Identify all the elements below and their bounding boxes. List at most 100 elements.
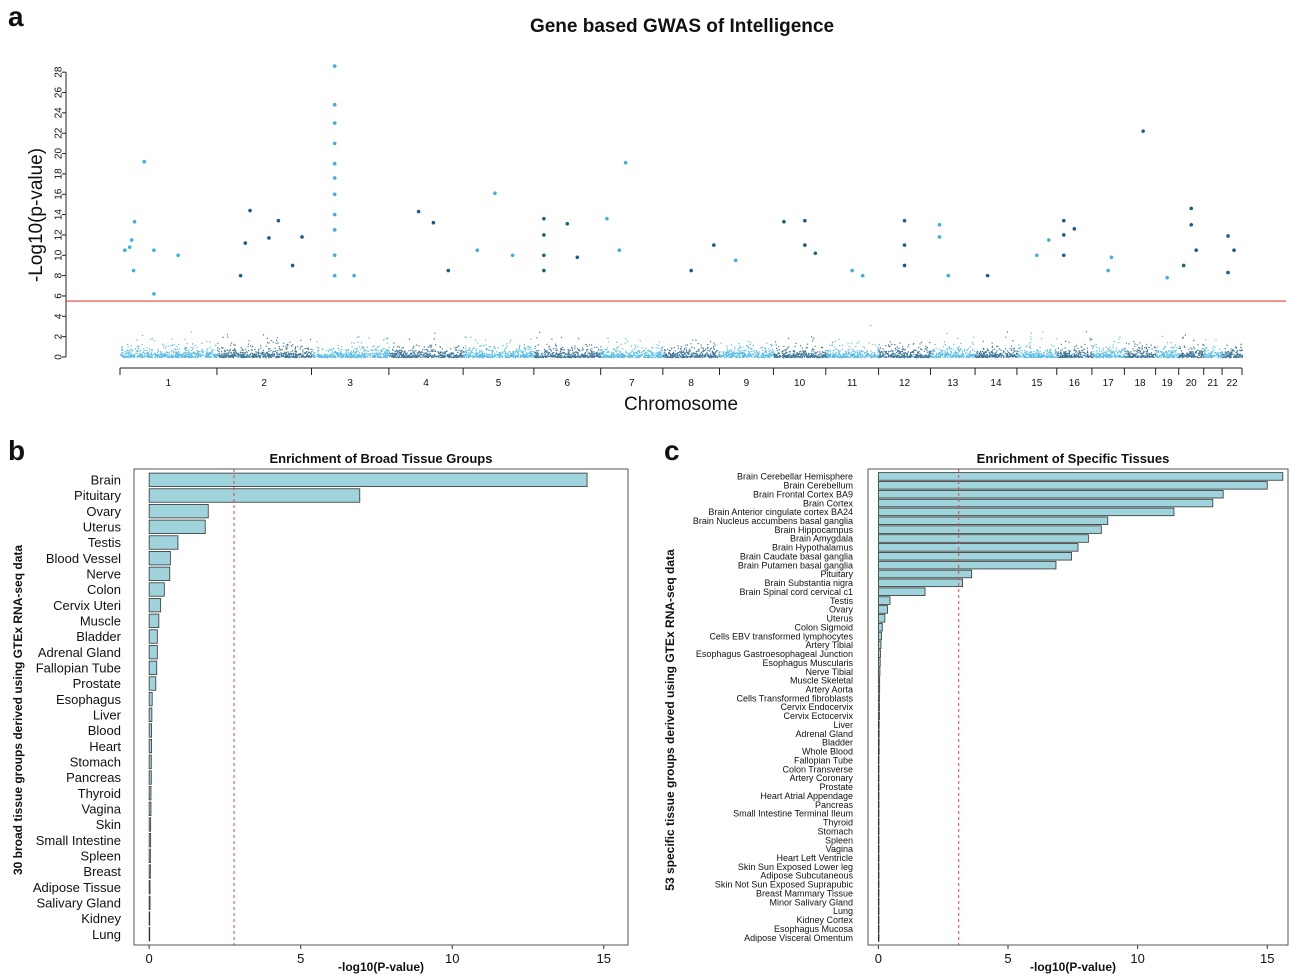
chromosome-label: 4 bbox=[423, 378, 429, 389]
tissue-bar bbox=[877, 747, 880, 756]
chromosome-label: 16 bbox=[1069, 378, 1081, 389]
tissue-label: Fallopian Tube bbox=[36, 661, 121, 676]
tissue-label: Artery Coronary bbox=[789, 773, 853, 783]
background-point-cluster bbox=[1057, 331, 1094, 359]
background-point-cluster bbox=[1222, 343, 1244, 359]
y-tick-label: 22 bbox=[54, 127, 65, 139]
tissue-label: Adipose Tissue bbox=[33, 880, 121, 895]
tissue-bar bbox=[148, 504, 209, 519]
tissue-label: Stomach bbox=[817, 826, 853, 836]
tissue-label: Liver bbox=[833, 720, 853, 730]
tissue-bar bbox=[877, 614, 886, 623]
tissue-label: Prostate bbox=[819, 782, 853, 792]
significant-point bbox=[1046, 238, 1051, 242]
tissue-label: Blood bbox=[88, 723, 121, 738]
significant-point bbox=[623, 160, 628, 165]
broad-tissue-x-axis-label: -log10(P-value) bbox=[338, 960, 424, 974]
tissue-label: Heart bbox=[89, 739, 121, 754]
background-point-cluster bbox=[389, 332, 465, 359]
tissue-bar bbox=[877, 720, 880, 729]
significant-point bbox=[431, 220, 436, 225]
background-point-cluster bbox=[312, 336, 391, 359]
background-point-cluster bbox=[1092, 336, 1126, 359]
background-point-cluster bbox=[662, 339, 721, 359]
significant-point bbox=[1165, 275, 1169, 280]
tissue-label: Thyroid bbox=[823, 818, 853, 828]
tissue-bar bbox=[877, 693, 880, 703]
chromosome-label: 17 bbox=[1103, 378, 1115, 389]
tissue-bar bbox=[877, 791, 880, 800]
tissue-bar bbox=[877, 578, 964, 588]
tissue-bar bbox=[148, 676, 157, 691]
significant-point bbox=[813, 251, 818, 256]
significant-point bbox=[1189, 206, 1193, 211]
chromosome-label: 10 bbox=[794, 378, 806, 389]
background-point-cluster bbox=[773, 336, 827, 359]
tissue-label: Colon bbox=[87, 582, 121, 597]
tissue-bar bbox=[148, 535, 179, 550]
significant-point bbox=[937, 235, 942, 239]
tissue-bar bbox=[148, 911, 151, 926]
tissue-label: Esophagus Gastroesophageal Junction bbox=[696, 649, 853, 659]
tissue-bar bbox=[877, 560, 1057, 570]
tissue-label: Testis bbox=[830, 596, 854, 606]
significant-point bbox=[542, 216, 546, 221]
significant-point bbox=[176, 253, 180, 258]
significant-point bbox=[617, 248, 622, 252]
significant-point bbox=[267, 236, 271, 240]
chromosome-label: 14 bbox=[990, 378, 1002, 389]
background-point-cluster bbox=[120, 331, 218, 359]
tissue-bar bbox=[148, 770, 152, 785]
significant-point bbox=[1226, 270, 1230, 275]
broad-tissue-frame bbox=[133, 468, 629, 946]
significant-point bbox=[332, 228, 337, 232]
significant-point bbox=[243, 241, 248, 245]
chromosome-label: 8 bbox=[688, 378, 694, 389]
tissue-label: Stomach bbox=[70, 755, 121, 770]
tissue-bar bbox=[148, 848, 151, 863]
tissue-bar bbox=[148, 739, 152, 754]
manhattan-plot: Gene based GWAS of Intelligence -Log10(p… bbox=[26, 16, 1286, 415]
chromosome-label: 1 bbox=[166, 378, 172, 389]
tissue-bar bbox=[148, 801, 152, 816]
significant-point bbox=[300, 235, 304, 239]
background-point-cluster bbox=[534, 331, 602, 359]
specific-tissue-frame bbox=[867, 468, 1289, 946]
y-tick-label: 2 bbox=[54, 333, 65, 339]
tissue-label: Whole Blood bbox=[802, 747, 853, 757]
y-tick-label: 4 bbox=[54, 313, 65, 319]
broad-tissue-title: Enrichment of Broad Tissue Groups bbox=[270, 451, 493, 466]
tissue-label: Adipose Subcutaneous bbox=[760, 871, 853, 881]
tissue-bar bbox=[877, 676, 881, 685]
tissue-bar bbox=[877, 667, 881, 676]
y-tick-label: 26 bbox=[54, 87, 65, 99]
tissue-bar bbox=[877, 605, 888, 614]
significant-point bbox=[1061, 233, 1066, 237]
tissue-bar bbox=[877, 880, 880, 889]
significant-point bbox=[123, 248, 127, 252]
y-tick-label: 16 bbox=[54, 188, 65, 200]
manhattan-title: Gene based GWAS of Intelligence bbox=[530, 16, 834, 37]
manhattan-x-axis: 1 2 3 4 5 6 7 8 9 10 11 12 13 14 15 16 17 18 19 20 21 22 bbox=[119, 367, 1243, 389]
y-tick-label: 10 bbox=[53, 249, 64, 261]
background-point-cluster bbox=[975, 331, 1019, 359]
significant-point bbox=[127, 245, 132, 249]
tissue-label: Esophagus bbox=[56, 692, 122, 707]
significant-point bbox=[132, 219, 137, 224]
significant-point bbox=[712, 243, 716, 247]
significant-point bbox=[937, 222, 942, 227]
background-point-cluster bbox=[825, 324, 880, 359]
y-tick-label: 12 bbox=[54, 229, 65, 241]
tissue-label: Pancreas bbox=[815, 800, 854, 810]
tissue-label: Cells EBV transformed lymphocytes bbox=[709, 631, 853, 641]
tissue-label: Colon Sigmoid bbox=[794, 622, 853, 632]
tissue-label: Adrenal Gland bbox=[795, 729, 853, 739]
panel-label-c: c bbox=[664, 435, 680, 466]
significant-point bbox=[332, 64, 337, 68]
chromosome-label: 7 bbox=[629, 378, 635, 389]
background-point-cluster bbox=[1203, 339, 1224, 359]
tissue-label: Brain Anterior cingulate cortex BA24 bbox=[708, 507, 853, 517]
tissue-bar bbox=[877, 738, 880, 747]
